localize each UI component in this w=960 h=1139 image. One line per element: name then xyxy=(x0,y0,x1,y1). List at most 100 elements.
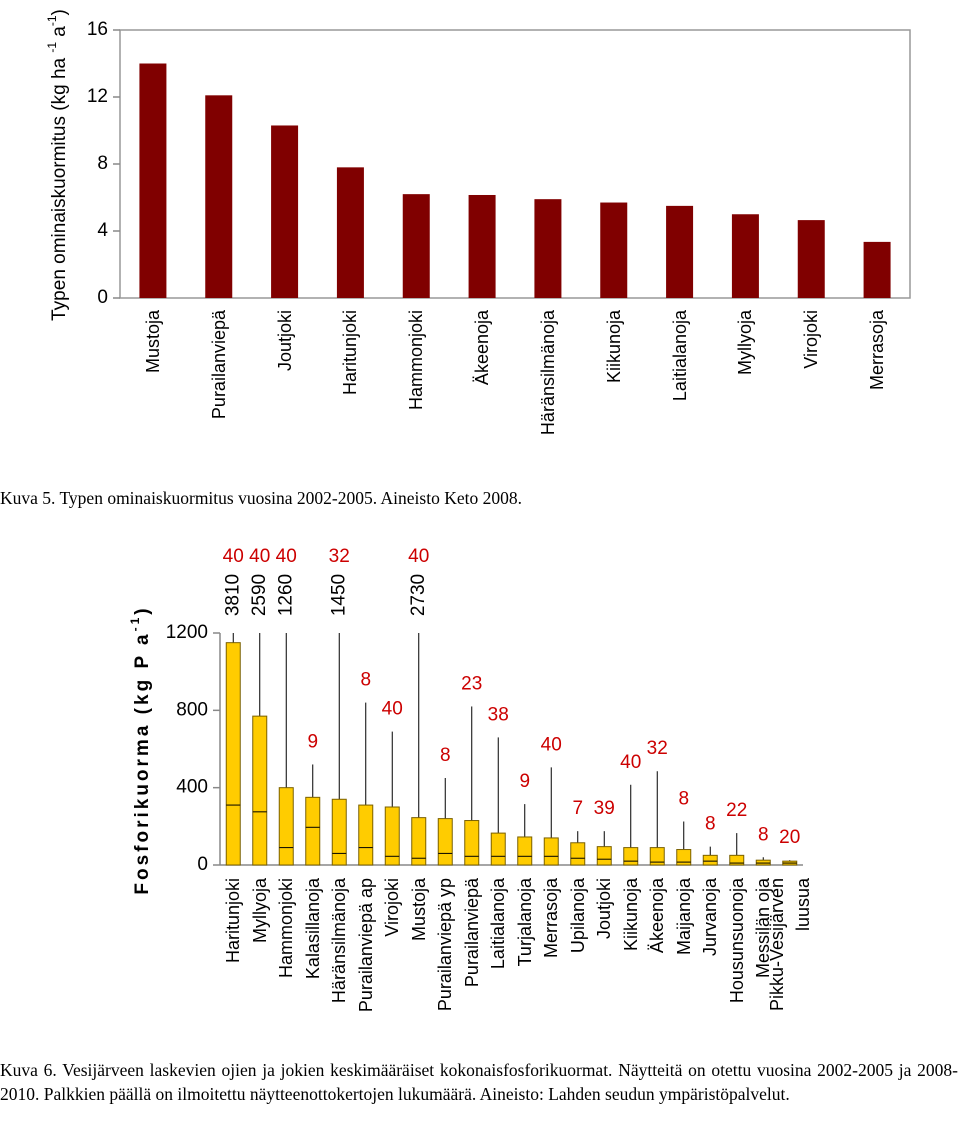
count-label: 40 xyxy=(382,699,403,720)
y-axis-label-part: a xyxy=(49,26,70,42)
y-tick-label: 4 xyxy=(97,220,108,241)
y-tick-label: 1200 xyxy=(166,622,208,643)
x-tick-label: Häränsilmänoja xyxy=(537,310,558,436)
count-label: 39 xyxy=(594,798,615,819)
count-label: 8 xyxy=(705,814,716,835)
bar xyxy=(402,194,430,298)
x-tick-label: Mustoja xyxy=(408,878,429,942)
x-tick-label: Myllyoja xyxy=(735,310,756,376)
plot-frame xyxy=(119,29,911,299)
bar xyxy=(437,818,453,866)
bar xyxy=(600,202,628,298)
x-tick-label: Turjalanoja xyxy=(514,878,535,967)
x-tick-label: Häränsilmänoja xyxy=(329,878,350,1004)
bar xyxy=(570,842,586,866)
bar xyxy=(384,806,400,866)
y-tick-label: 0 xyxy=(97,287,108,308)
bar xyxy=(278,787,294,866)
count-label: 9 xyxy=(307,731,318,752)
y-axis-label: Fosforikuorma (kg P a-1) xyxy=(128,605,153,894)
bar xyxy=(331,798,347,866)
x-tick-label: Purailanviepä xyxy=(461,878,482,988)
y-tick-label: 8 xyxy=(97,153,108,174)
max-label: 2730 xyxy=(408,574,429,616)
bar xyxy=(139,63,167,298)
y-tick-label: 12 xyxy=(87,86,108,107)
x-tick-label: Jurvanoja xyxy=(700,878,721,957)
count-label: 8 xyxy=(678,789,689,810)
max-label: 2590 xyxy=(249,574,270,616)
bar xyxy=(490,832,506,866)
x-tick-label: Kiikunoja xyxy=(603,310,624,384)
bar xyxy=(464,820,480,866)
x-tick-label: Upilanoja xyxy=(567,878,588,954)
count-label: 38 xyxy=(488,704,509,725)
max-label: 1450 xyxy=(328,574,349,616)
bar xyxy=(649,847,665,866)
x-tick-label: Kalasillanoja xyxy=(302,878,323,980)
count-label: 8 xyxy=(360,670,371,691)
x-tick-label: Virojoki xyxy=(801,310,822,369)
count-label: 40 xyxy=(541,734,562,755)
count-label: 40 xyxy=(223,546,244,567)
x-tick-label: Laitialanoja xyxy=(669,310,690,402)
x-tick-label: Purailanviepä ap xyxy=(355,878,376,1013)
x-tick-label: Virojoki xyxy=(382,878,403,937)
bar xyxy=(797,220,825,298)
bar xyxy=(271,125,299,298)
x-tick-label: Äkeenoja xyxy=(647,878,668,954)
count-label: 32 xyxy=(647,738,668,759)
count-label: 20 xyxy=(779,827,800,848)
bar xyxy=(468,194,496,298)
x-tick-label: Housunsuonoja xyxy=(726,878,747,1004)
y-axis-label-sup: -1 xyxy=(45,42,59,53)
bar xyxy=(702,854,718,866)
x-tick-label: Hammonjoki xyxy=(406,310,427,411)
caption: Kuva 5. Typen ominaiskuormitus vuosina 2… xyxy=(0,488,522,508)
y-tick-label: 0 xyxy=(197,854,208,875)
bar xyxy=(676,849,692,866)
x-tick-label: Maijanoja xyxy=(673,878,694,956)
y-axis-label-part: Fosforikuorma (kg P a xyxy=(132,631,153,894)
count-label: 7 xyxy=(572,798,583,819)
bar xyxy=(596,846,612,866)
x-tick-label: Haritunjoki xyxy=(223,878,244,964)
count-label: 8 xyxy=(758,824,769,845)
bar xyxy=(863,241,891,298)
bar xyxy=(666,205,694,298)
x-tick-label: Joutjoki xyxy=(594,878,615,940)
count-label: 40 xyxy=(249,546,270,567)
x-tick-label: Purailanviepä yp xyxy=(435,878,456,1012)
count-label: 23 xyxy=(461,673,482,694)
y-tick-label: 400 xyxy=(176,777,208,798)
count-label: 8 xyxy=(440,745,451,766)
bar xyxy=(252,715,268,866)
y-axis-label-sup: -1 xyxy=(45,15,59,26)
count-label: 22 xyxy=(726,800,747,821)
y-tick-label: 800 xyxy=(176,699,208,720)
bar xyxy=(534,199,562,298)
x-tick-label: Joutjoki xyxy=(274,310,295,372)
y-axis-label-part: ) xyxy=(49,9,70,15)
bar xyxy=(543,837,559,866)
bar xyxy=(225,642,241,866)
bar xyxy=(205,95,233,298)
count-label: 40 xyxy=(620,752,641,773)
bar xyxy=(517,836,533,866)
y-axis-label-part: ) xyxy=(132,605,153,614)
count-label: 32 xyxy=(329,546,350,567)
x-tick-label: Myllyoja xyxy=(249,878,270,944)
caption: Kuva 6. Vesijärveen laskevien ojien ja j… xyxy=(0,1060,958,1104)
x-tick-label: Merrasoja xyxy=(867,310,888,391)
bar xyxy=(729,854,745,866)
bar xyxy=(731,214,759,298)
count-label: 9 xyxy=(519,771,530,792)
x-tick-label: Kiikunoja xyxy=(620,878,641,952)
x-tick-label: Äkeenoja xyxy=(472,310,493,386)
bar xyxy=(623,847,639,866)
y-tick-label: 16 xyxy=(87,19,108,40)
x-tick-label: Hammonjoki xyxy=(276,878,297,979)
count-label: 40 xyxy=(276,546,297,567)
